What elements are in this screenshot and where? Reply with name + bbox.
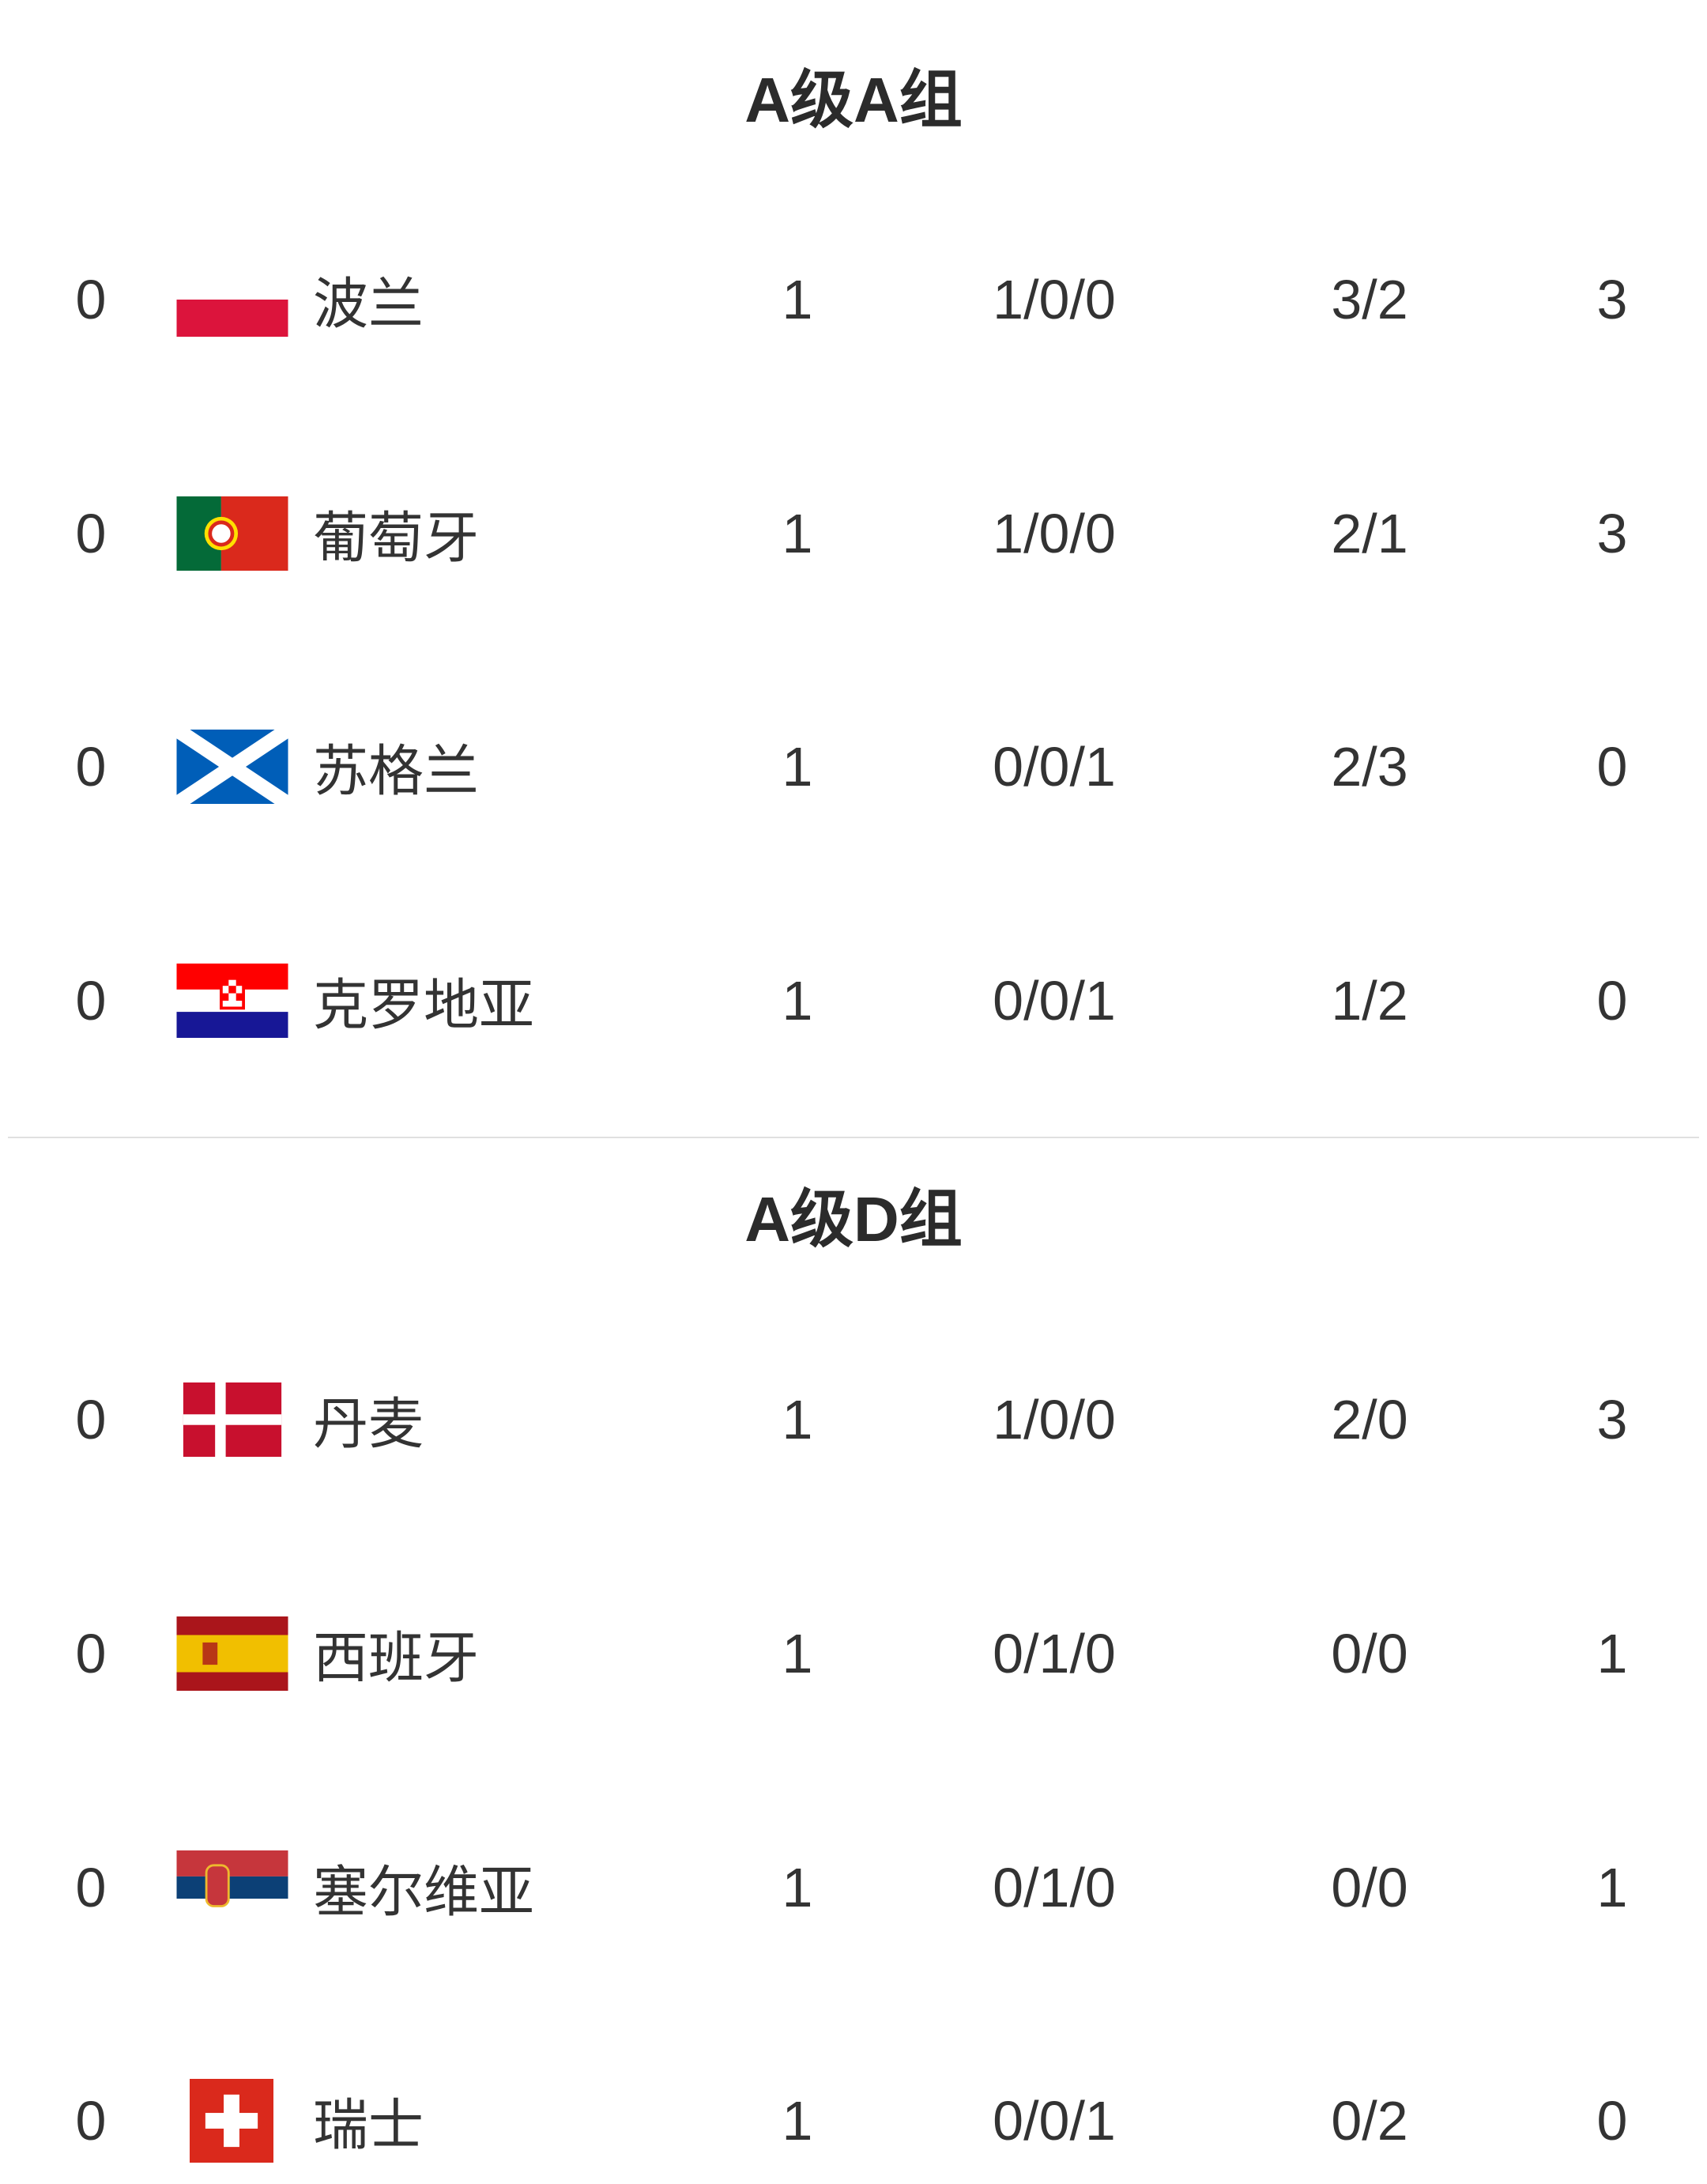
standings-row[interactable]: 0 丹麦 1 1/0/0 2/0 3 — [0, 1356, 1707, 1483]
rank: 0 — [75, 1857, 107, 1918]
scotland-flag-icon — [176, 730, 288, 804]
matches-played: 1 — [782, 2090, 813, 2152]
win-draw-loss: 1/0/0 — [993, 503, 1116, 564]
serbia-flag-icon — [176, 1850, 288, 1925]
team-name[interactable]: 波兰 — [313, 273, 424, 335]
standings-row[interactable]: 0 苏格兰 1 0/0/1 2/3 0 — [0, 703, 1707, 830]
team-name[interactable]: 葡萄牙 — [313, 507, 479, 569]
rank: 0 — [75, 269, 107, 330]
points: 0 — [1596, 970, 1628, 1032]
points: 1 — [1596, 1857, 1628, 1918]
team-name[interactable]: 克罗地亚 — [313, 974, 534, 1036]
team-name[interactable]: 苏格兰 — [313, 740, 479, 802]
rank: 0 — [75, 2090, 107, 2152]
group-title: A级D组 — [744, 1184, 963, 1254]
denmark-flag-icon — [176, 1382, 288, 1457]
team-name[interactable]: 丹麦 — [313, 1393, 424, 1455]
poland-flag-icon — [176, 262, 288, 337]
goals-for-against: 0/0 — [1331, 1623, 1408, 1684]
win-draw-loss: 0/0/1 — [993, 2090, 1116, 2152]
win-draw-loss: 1/0/0 — [993, 269, 1116, 330]
matches-played: 1 — [782, 269, 813, 330]
points: 3 — [1596, 503, 1628, 564]
portugal-flag-icon — [176, 496, 288, 571]
goals-for-against: 1/2 — [1331, 970, 1408, 1032]
standings-row[interactable]: 0 波兰 1 1/0/0 3/2 3 — [0, 236, 1707, 363]
goals-for-against: 2/1 — [1331, 503, 1408, 564]
points: 0 — [1596, 2090, 1628, 2152]
matches-played: 1 — [782, 503, 813, 564]
group-title: A级A组 — [744, 65, 963, 135]
rank: 0 — [75, 736, 107, 798]
matches-played: 1 — [782, 1623, 813, 1684]
points: 3 — [1596, 269, 1628, 330]
matches-played: 1 — [782, 736, 813, 798]
group-divider — [8, 1137, 1699, 1138]
matches-played: 1 — [782, 1389, 813, 1450]
team-name[interactable]: 西班牙 — [313, 1627, 479, 1689]
standings-row[interactable]: 0 西班牙 1 0/1/0 0/0 1 — [0, 1590, 1707, 1717]
goals-for-against: 0/0 — [1331, 1857, 1408, 1918]
matches-played: 1 — [782, 1857, 813, 1918]
points: 0 — [1596, 736, 1628, 798]
croatia-flag-icon — [176, 964, 288, 1038]
goals-for-against: 0/2 — [1331, 2090, 1408, 2152]
goals-for-against: 3/2 — [1331, 269, 1408, 330]
team-name[interactable]: 瑞士 — [313, 2094, 424, 2156]
standings-row[interactable]: 0 瑞士 1 0/0/1 0/2 0 — [0, 2058, 1707, 2184]
standings-row[interactable]: 0 克罗地亚 1 0/0/1 1/2 0 — [0, 937, 1707, 1064]
win-draw-loss: 0/0/1 — [993, 736, 1116, 798]
standings-row[interactable]: 0 葡萄牙 1 1/0/0 2/1 3 — [0, 470, 1707, 597]
switzerland-flag-icon — [190, 2079, 273, 2163]
rank: 0 — [75, 1389, 107, 1450]
win-draw-loss: 0/1/0 — [993, 1623, 1116, 1684]
rank: 0 — [75, 1623, 107, 1684]
win-draw-loss: 0/1/0 — [993, 1857, 1116, 1918]
win-draw-loss: 1/0/0 — [993, 1389, 1116, 1450]
rank: 0 — [75, 503, 107, 564]
rank: 0 — [75, 970, 107, 1032]
matches-played: 1 — [782, 970, 813, 1032]
points: 1 — [1596, 1623, 1628, 1684]
goals-for-against: 2/0 — [1331, 1389, 1408, 1450]
win-draw-loss: 0/0/1 — [993, 970, 1116, 1032]
points: 3 — [1596, 1389, 1628, 1450]
team-name[interactable]: 塞尔维亚 — [313, 1861, 534, 1923]
goals-for-against: 2/3 — [1331, 736, 1408, 798]
standings-row[interactable]: 0 塞尔维亚 1 0/1/0 0/0 1 — [0, 1824, 1707, 1951]
spain-flag-icon — [176, 1616, 288, 1691]
